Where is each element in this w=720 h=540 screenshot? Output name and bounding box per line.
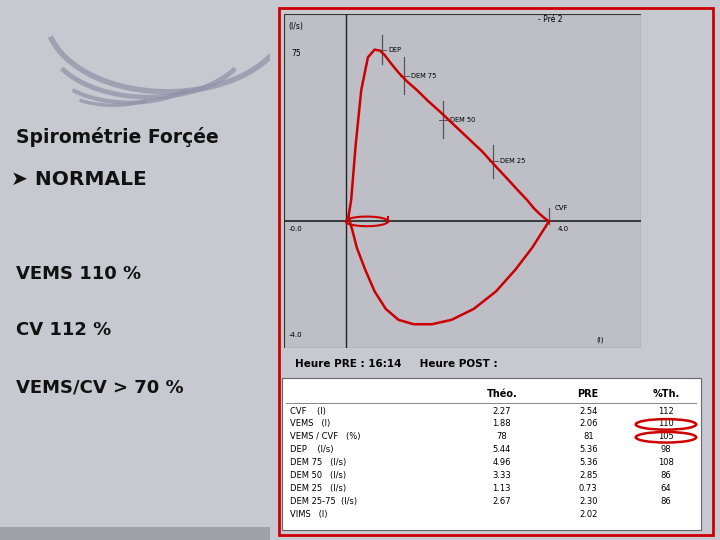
Text: VEMS/CV > 70 %: VEMS/CV > 70 % — [16, 378, 184, 396]
Text: 78: 78 — [497, 433, 507, 441]
Text: Spirométrie Forçée: Spirométrie Forçée — [16, 127, 219, 147]
Text: Heure PRE : 16:14     Heure POST :: Heure PRE : 16:14 Heure POST : — [294, 359, 498, 369]
Text: 64: 64 — [661, 484, 671, 493]
Text: 0.73: 0.73 — [579, 484, 598, 493]
Text: Théo.: Théo. — [487, 389, 517, 400]
Text: CVF    (l): CVF (l) — [290, 407, 326, 416]
Text: 3.33: 3.33 — [492, 471, 511, 480]
Text: - Pré 2: - Pré 2 — [539, 15, 563, 24]
Text: 1.13: 1.13 — [492, 484, 511, 493]
Text: 75: 75 — [291, 49, 301, 58]
Text: 5.36: 5.36 — [579, 446, 598, 454]
Text: 5.44: 5.44 — [492, 446, 511, 454]
Text: ➤ NORMALE: ➤ NORMALE — [11, 170, 147, 189]
Text: VEMS / CVF   (%): VEMS / CVF (%) — [290, 433, 361, 441]
Text: 4.0: 4.0 — [557, 226, 568, 232]
Text: 112: 112 — [658, 407, 674, 416]
Text: -0.0: -0.0 — [289, 226, 302, 232]
Text: (l/s): (l/s) — [289, 22, 304, 31]
Text: 2.30: 2.30 — [579, 497, 598, 506]
Text: 2.85: 2.85 — [579, 471, 598, 480]
Text: VIMS   (l): VIMS (l) — [290, 510, 328, 518]
Text: CVF: CVF — [554, 205, 568, 212]
Text: 5.36: 5.36 — [579, 458, 598, 467]
Text: 1.88: 1.88 — [492, 420, 511, 429]
Text: DEM 75   (l/s): DEM 75 (l/s) — [290, 458, 346, 467]
Text: (l): (l) — [596, 337, 604, 343]
Text: 86: 86 — [661, 497, 671, 506]
Text: DEM 25: DEM 25 — [500, 158, 526, 164]
Text: -4.0: -4.0 — [289, 332, 302, 339]
Text: 108: 108 — [658, 458, 674, 467]
Text: VEMS 110 %: VEMS 110 % — [16, 265, 141, 282]
Text: 4.96: 4.96 — [492, 458, 511, 467]
Text: VEMS   (l): VEMS (l) — [290, 420, 330, 429]
Text: 2.54: 2.54 — [579, 407, 598, 416]
Text: 81: 81 — [583, 433, 593, 441]
Bar — [0, 526, 270, 540]
Text: DEM 75: DEM 75 — [411, 73, 436, 79]
Text: DEM 50   (l/s): DEM 50 (l/s) — [290, 471, 346, 480]
Text: DEP    (l/s): DEP (l/s) — [290, 446, 333, 454]
Text: 2.67: 2.67 — [492, 497, 511, 506]
Text: PRE: PRE — [577, 389, 599, 400]
Text: 110: 110 — [658, 420, 674, 429]
Text: 2.02: 2.02 — [579, 510, 598, 518]
Text: DEM 50: DEM 50 — [450, 117, 475, 123]
Text: 2.06: 2.06 — [579, 420, 598, 429]
Text: 105: 105 — [658, 433, 674, 441]
Text: 98: 98 — [661, 446, 671, 454]
Text: CV 112 %: CV 112 % — [16, 321, 112, 339]
Text: 86: 86 — [661, 471, 671, 480]
Text: %Th.: %Th. — [652, 389, 680, 400]
Text: DEM 25   (l/s): DEM 25 (l/s) — [290, 484, 346, 493]
Text: DEM 25-75  (l/s): DEM 25-75 (l/s) — [290, 497, 357, 506]
Text: 2.27: 2.27 — [492, 407, 511, 416]
Text: DEP: DEP — [389, 46, 402, 52]
